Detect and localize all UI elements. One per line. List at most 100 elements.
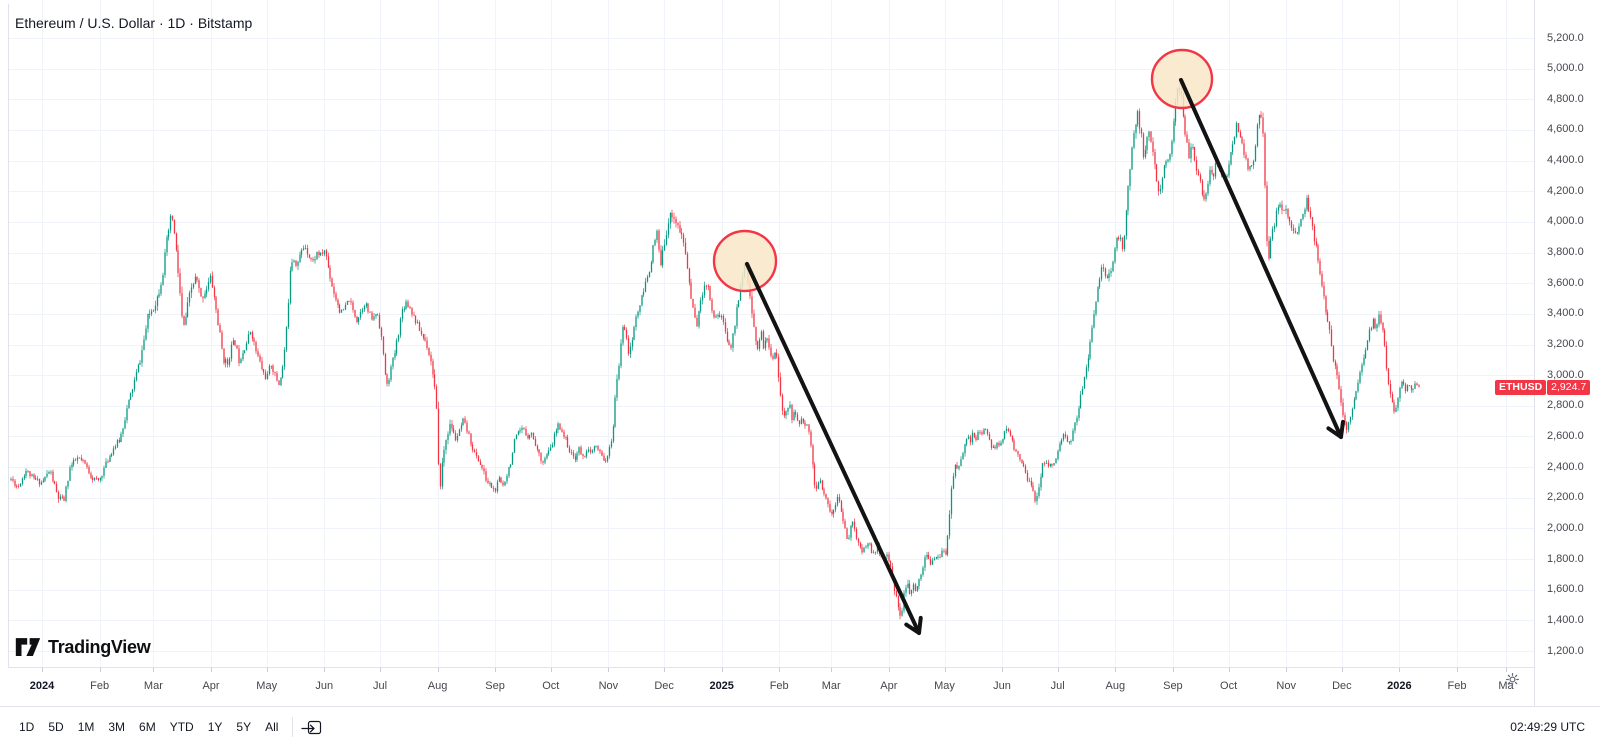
price-axis-label: 1,400.0 [1547,613,1584,626]
price-axis-label: 2,000.0 [1547,521,1584,534]
time-axis-label: Aug [1105,680,1126,692]
time-axis-tick [1341,668,1343,672]
pane-left-border [8,4,9,706]
time-axis-tick [266,668,268,672]
time-axis-label: Dec [1332,680,1352,692]
range-selector: 1D 5D 1M 3M 6M YTD 1Y 5Y All [13,717,286,737]
price-axis-label: 1,800.0 [1547,552,1584,565]
time-axis-label: Aug [427,680,448,692]
time-axis[interactable]: 2024 Feb Mar Apr May Jun Jul Aug Sep Oct Nov Dec 202… [8,667,1600,707]
time-axis-tick [324,668,326,672]
time-axis-tick [1457,668,1458,672]
price-axis-label: 2,200.0 [1547,491,1584,504]
range-button-6m[interactable]: 6M [139,719,156,734]
price-axis-label: 3,200.0 [1547,338,1584,351]
clock-utc[interactable]: 02:49:29 UTC [1510,719,1585,734]
time-axis-label: 2026 [1387,680,1412,692]
tradingview-logo-icon [15,638,41,657]
time-axis-tick [779,668,781,672]
time-axis-tick [495,668,497,672]
symbol-legend[interactable]: Ethereum / U.S. Dollar · 1D · Bitstamp [15,15,253,31]
time-axis-tick [437,668,439,672]
range-button-1m[interactable]: 1M [77,719,95,734]
time-axis-label: Mar [143,680,163,692]
bottom-toolbar: 1D 5D 1M 3M 6M YTD 1Y 5Y All 02:49:29 UTC [0,706,1600,746]
time-axis-label: Apr [202,680,220,692]
time-axis-label: Nov [598,680,619,692]
time-axis-label: May [256,680,278,692]
time-axis-tick [211,668,212,672]
time-axis-label: Mar [821,680,841,692]
time-axis-tick [944,668,946,672]
time-axis-tick [42,668,43,672]
price-axis-label: 2,600.0 [1547,429,1584,442]
time-axis-label: May [934,680,955,692]
time-axis-tick [1506,668,1507,672]
range-button-5y[interactable]: 5Y [236,719,252,734]
range-button-all[interactable]: All [265,719,279,734]
toolbar-divider [292,716,294,737]
time-axis-tick [1057,668,1059,672]
last-price-symbol: ETHUSD [1495,379,1547,395]
range-button-5d[interactable]: 5D [48,719,64,734]
time-axis-tick [1172,668,1174,672]
time-axis-tick [1286,668,1288,672]
go-to-date-icon[interactable] [301,719,323,736]
range-button-1d[interactable]: 1D [19,719,35,734]
time-axis-label: Oct [1220,680,1238,692]
time-axis-label: Jul [372,680,388,692]
price-axis-label: 4,600.0 [1547,123,1584,136]
tradingview-logo[interactable]: TradingView [15,637,151,658]
time-axis-label: Nov [1276,680,1296,692]
price-axis-label: 3,400.0 [1547,307,1584,320]
candlestick-chart-canvas[interactable] [0,0,1600,667]
range-button-1y[interactable]: 1Y [207,719,223,734]
time-axis-label: Feb [1447,680,1467,692]
time-axis-tick [721,668,723,672]
price-axis-label: 5,000.0 [1547,62,1584,75]
price-axis-label: 1,200.0 [1547,644,1584,657]
time-axis-tick [1115,668,1117,672]
time-axis-tick [550,668,552,672]
price-axis-label: 3,600.0 [1547,276,1584,289]
range-button-3m[interactable]: 3M [108,719,126,734]
time-axis-label: 2024 [29,680,55,692]
price-axis-label: 4,800.0 [1547,92,1584,105]
time-axis-tick [608,668,610,672]
time-axis-label: Dec [654,680,674,692]
price-axis-label: 4,000.0 [1547,215,1584,228]
time-axis-tick [380,668,381,672]
time-axis-label: 2025 [709,680,734,692]
time-axis-tick [1228,668,1230,672]
price-axis[interactable]: 5,200.0 5,000.0 4,800.0 4,600.0 4,400.0 4,200… [1534,0,1600,706]
last-price-value: 2,924.7 [1547,379,1591,395]
time-axis-label: Jun [993,680,1011,692]
range-button-ytd[interactable]: YTD [169,719,194,734]
price-axis-label: 4,200.0 [1547,184,1584,197]
time-axis-tick [664,668,666,672]
time-axis-label: Oct [542,680,560,692]
time-axis-label: Feb [90,680,110,692]
time-axis-label: Sep [485,680,505,692]
time-axis-tick [153,668,155,672]
price-axis-label: 2,800.0 [1547,399,1584,412]
time-axis-tick [99,668,101,672]
gear-icon[interactable] [1505,672,1520,692]
time-axis-tick [1002,668,1003,672]
price-axis-label: 5,200.0 [1547,31,1584,44]
price-axis-label: 1,600.0 [1547,583,1584,596]
time-axis-label: Apr [880,680,898,692]
time-axis-label: Jun [315,680,334,692]
price-axis-label: 2,400.0 [1547,460,1584,473]
time-axis-label: Jul [1050,680,1065,692]
time-axis-label: Sep [1163,680,1183,692]
tradingview-logo-text: TradingView [48,637,151,657]
time-axis-tick [1399,668,1401,672]
last-price-label: ETHUSD 2,924.7 [1495,379,1591,395]
price-axis-label: 3,800.0 [1547,246,1584,259]
time-axis-tick [831,668,833,672]
time-axis-label: Feb [769,680,789,692]
price-axis-label: 4,400.0 [1547,154,1584,167]
time-axis-tick [888,668,890,672]
